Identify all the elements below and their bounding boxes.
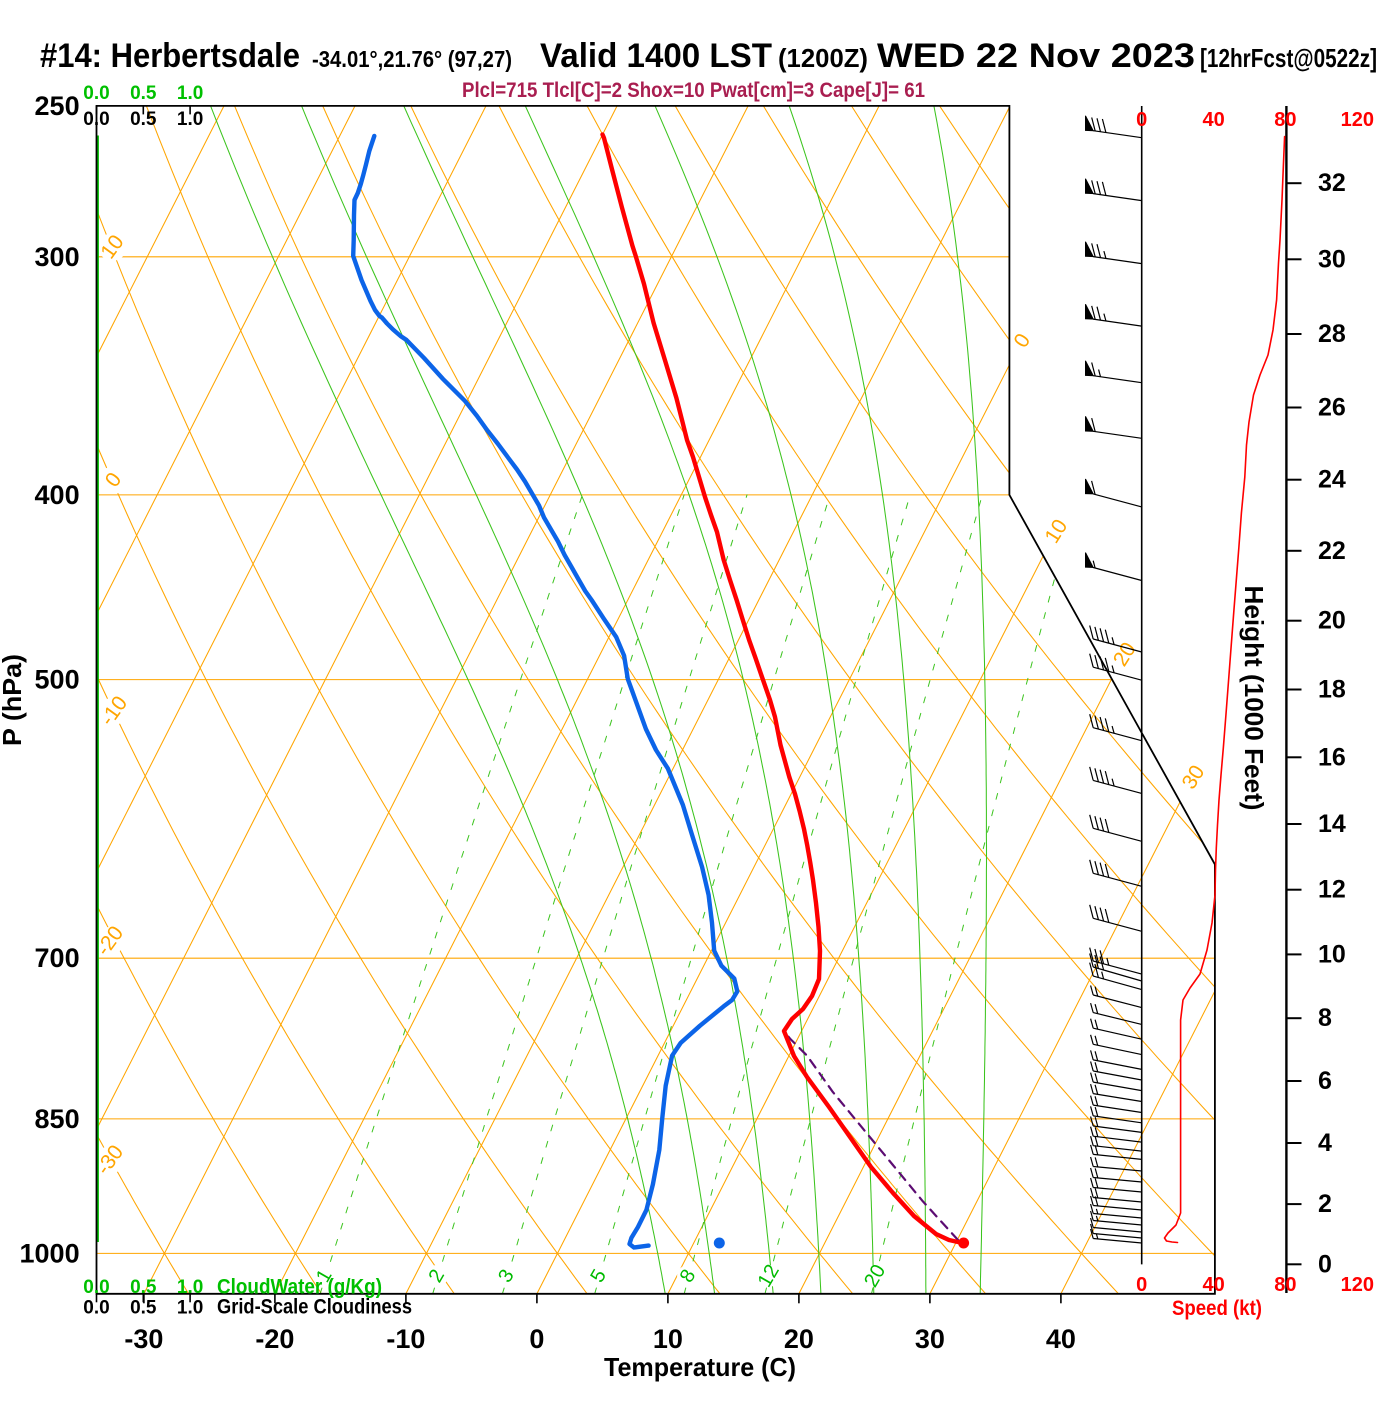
svg-text:Plcl=715 Tlcl[C]=2 Shox=10 Pwa: Plcl=715 Tlcl[C]=2 Shox=10 Pwat[cm]=3 Ca…	[462, 79, 925, 102]
svg-text:250: 250	[35, 91, 80, 121]
svg-text:30: 30	[1318, 245, 1346, 273]
svg-text:1.0: 1.0	[177, 83, 203, 104]
svg-text:26: 26	[1318, 394, 1346, 422]
svg-text:16: 16	[1318, 743, 1346, 771]
svg-text:1.0: 1.0	[177, 1298, 203, 1319]
svg-text:24: 24	[1318, 466, 1346, 494]
svg-text:0: 0	[1136, 109, 1147, 131]
svg-text:10: 10	[1318, 940, 1346, 968]
svg-text:-30: -30	[124, 1324, 163, 1354]
svg-text:0.5: 0.5	[130, 109, 157, 130]
svg-text:500: 500	[35, 665, 80, 695]
svg-text:[12hrFcst@0522z]: [12hrFcst@0522z]	[1200, 43, 1377, 73]
svg-text:8: 8	[1318, 1004, 1332, 1032]
svg-text:P (hPa): P (hPa)	[0, 654, 27, 746]
svg-text:Grid-Scale Cloudiness: Grid-Scale Cloudiness	[217, 1296, 412, 1319]
svg-text:40: 40	[1046, 1324, 1076, 1354]
svg-text:2: 2	[1318, 1190, 1332, 1218]
svg-text:14: 14	[1318, 810, 1346, 838]
svg-text:0.5: 0.5	[130, 83, 157, 104]
svg-text:Height (1000 Feet): Height (1000 Feet)	[1239, 586, 1269, 811]
svg-text:WED 22 Nov 2023: WED 22 Nov 2023	[877, 37, 1195, 75]
svg-text:300: 300	[35, 242, 80, 272]
svg-text:0.0: 0.0	[83, 109, 109, 130]
svg-text:32: 32	[1318, 169, 1346, 197]
svg-text:700: 700	[35, 943, 80, 973]
svg-text:0.5: 0.5	[130, 1298, 157, 1319]
svg-text:80: 80	[1274, 1274, 1296, 1296]
svg-text:120: 120	[1341, 1274, 1374, 1296]
svg-text:22: 22	[1318, 537, 1346, 565]
svg-text:1.0: 1.0	[177, 109, 203, 130]
svg-text:Speed (kt): Speed (kt)	[1172, 1297, 1262, 1320]
svg-text:30: 30	[915, 1324, 945, 1354]
svg-text:-10: -10	[386, 1324, 425, 1354]
svg-text:0.0: 0.0	[83, 1277, 109, 1298]
svg-text:20: 20	[1318, 607, 1346, 635]
svg-text:28: 28	[1318, 320, 1346, 348]
svg-text:40: 40	[1202, 109, 1224, 131]
svg-text:0: 0	[1136, 1274, 1147, 1296]
svg-text:#14: Herbertsdale: #14: Herbertsdale	[40, 37, 300, 75]
svg-text:1000: 1000	[20, 1238, 80, 1268]
svg-text:(1200Z): (1200Z)	[778, 43, 868, 73]
svg-text:-20: -20	[255, 1324, 294, 1354]
svg-text:CloudWater (g/Kg): CloudWater (g/Kg)	[217, 1276, 382, 1299]
svg-text:20: 20	[784, 1324, 814, 1354]
svg-text:0: 0	[529, 1324, 544, 1354]
svg-text:0: 0	[1318, 1250, 1332, 1278]
svg-text:10: 10	[653, 1324, 683, 1354]
svg-text:6: 6	[1318, 1067, 1332, 1095]
svg-text:0.0: 0.0	[83, 83, 109, 104]
svg-text:Temperature (C): Temperature (C)	[604, 1352, 796, 1382]
svg-text:400: 400	[35, 480, 80, 510]
svg-text:4: 4	[1318, 1129, 1332, 1157]
svg-text:850: 850	[35, 1104, 80, 1134]
svg-text:40: 40	[1202, 1274, 1224, 1296]
svg-text:-34.01°,21.76° (97,27): -34.01°,21.76° (97,27)	[312, 46, 512, 72]
svg-text:18: 18	[1318, 676, 1346, 704]
svg-text:80: 80	[1274, 109, 1296, 131]
svg-text:Valid 1400 LST: Valid 1400 LST	[540, 37, 772, 75]
svg-text:120: 120	[1341, 109, 1374, 131]
svg-text:0.0: 0.0	[83, 1298, 109, 1319]
svg-text:12: 12	[1318, 876, 1346, 904]
svg-text:1.0: 1.0	[177, 1277, 203, 1298]
svg-text:0.5: 0.5	[130, 1277, 157, 1298]
